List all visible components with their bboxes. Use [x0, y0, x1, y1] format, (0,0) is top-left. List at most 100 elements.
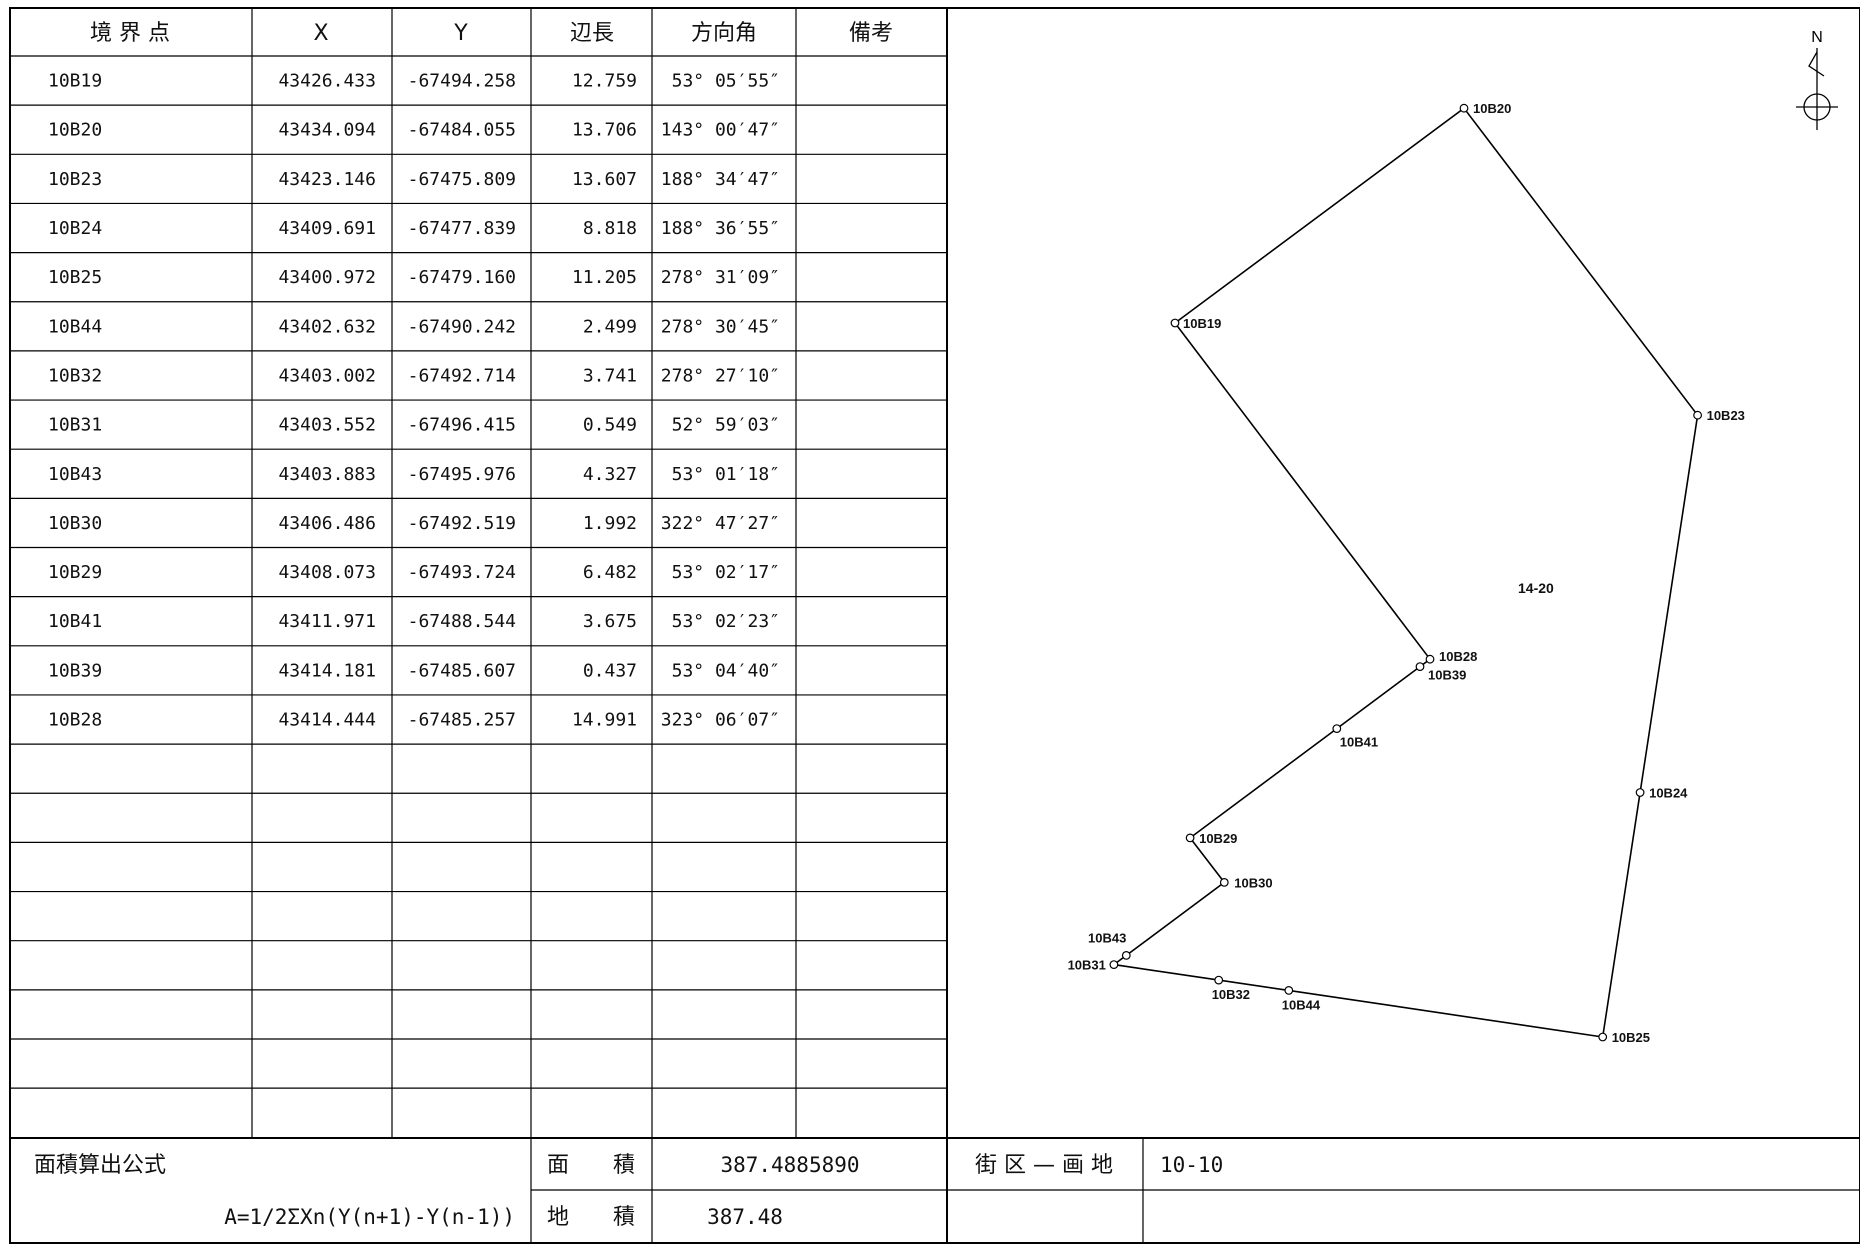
cell-point: 10B20 [48, 120, 102, 141]
land-area-value: 387.48 [707, 1205, 783, 1229]
cell-bearing: 143° 00′47″ [661, 120, 780, 141]
cell-length: 0.549 [583, 415, 637, 436]
table-row: 10B28 43414.444 -67485.257 14.991 323° 06′07… [48, 710, 780, 731]
cell-y: -67477.839 [408, 218, 516, 239]
cell-y: -67492.714 [408, 365, 516, 386]
survey-point-marker [1121, 951, 1131, 960]
cell-bearing: 53° 02′17″ [672, 562, 780, 583]
survey-point: 10B41 [1332, 724, 1378, 750]
parcel-label: 14-20 [1518, 580, 1554, 596]
cell-bearing: 53° 04′40″ [672, 660, 780, 681]
survey-point-marker [1332, 724, 1342, 733]
cell-point: 10B41 [48, 611, 102, 632]
survey-point-label: 10B24 [1649, 786, 1688, 801]
cell-length: 4.327 [583, 464, 637, 485]
cell-length: 3.675 [583, 611, 637, 632]
cell-length: 8.818 [583, 218, 637, 239]
cell-point: 10B25 [48, 267, 102, 288]
survey-point-label: 10B30 [1234, 875, 1272, 890]
cell-x: 43402.632 [278, 316, 376, 337]
header-point: 境 界 点 [90, 21, 170, 46]
cell-y: -67479.160 [408, 267, 516, 288]
footer-block: 面積算出公式 A=1/2ΣXn(Y(n+1)-Y(n-1)) 面 積 387.4… [34, 1153, 1223, 1230]
header-x: X [313, 21, 328, 46]
cell-point: 10B29 [48, 562, 102, 583]
cell-x: 43414.444 [278, 710, 376, 731]
cell-point: 10B30 [48, 513, 102, 534]
survey-point-label: 10B29 [1199, 831, 1237, 846]
survey-point-label: 10B32 [1212, 987, 1250, 1002]
survey-point: 10B31 [1068, 958, 1119, 973]
block-value: 10-10 [1160, 1153, 1223, 1177]
survey-point-label: 10B20 [1473, 101, 1511, 116]
cell-y: -67492.519 [408, 513, 516, 534]
cell-x: 43411.971 [278, 611, 376, 632]
survey-point-marker [1170, 318, 1180, 328]
cell-point: 10B28 [48, 710, 102, 731]
table-row: 10B30 43406.486 -67492.519 1.992 322° 47′27″ [48, 513, 780, 534]
survey-point-marker [1635, 788, 1645, 797]
survey-point: 10B20 [1459, 101, 1511, 116]
survey-point: 10B24 [1635, 786, 1688, 801]
survey-point-marker [1459, 103, 1469, 113]
table-row: 10B25 43400.972 -67479.160 11.205 278° 31′09… [48, 267, 780, 288]
cell-y: -67484.055 [408, 120, 516, 141]
cell-x: 43408.073 [278, 562, 376, 583]
survey-point-marker [1109, 960, 1119, 969]
north-label: N [1811, 29, 1823, 46]
block-label: 街 区 — 画 地 [975, 1153, 1113, 1178]
area-label: 面 積 [547, 1153, 635, 1178]
cell-y: -67488.544 [408, 611, 516, 632]
cell-point: 10B31 [48, 415, 102, 436]
sheet-frame [9, 7, 1860, 1244]
table-row: 10B43 43403.883 -67495.976 4.327 53° 01′18″ [48, 464, 780, 485]
cell-y: -67493.724 [408, 562, 516, 583]
table-row: 10B39 43414.181 -67485.607 0.437 53° 04′40″ [48, 660, 780, 681]
survey-point: 10B39 [1415, 662, 1466, 683]
survey-point-label: 10B44 [1282, 997, 1321, 1012]
cell-point: 10B39 [48, 660, 102, 681]
survey-point-label: 10B43 [1088, 930, 1126, 945]
survey-point-label: 10B28 [1439, 649, 1477, 664]
cell-y: -67495.976 [408, 464, 516, 485]
cell-length: 12.759 [572, 71, 637, 92]
header-remarks: 備考 [849, 21, 893, 46]
survey-point: 10B19 [1170, 316, 1221, 331]
cell-bearing: 53° 01′18″ [672, 464, 780, 485]
cell-x: 43423.146 [278, 169, 376, 190]
cell-bearing: 322° 47′27″ [661, 513, 780, 534]
coordinate-table: 境 界 点 X Y 辺長 方向角 備考 10B19 43426.433 -67494… [48, 21, 893, 731]
header-y: Y [453, 21, 468, 46]
cell-x: 43403.552 [278, 415, 376, 436]
cell-bearing: 278° 31′09″ [661, 267, 780, 288]
survey-point-label: 10B41 [1340, 735, 1378, 750]
cell-point: 10B44 [48, 316, 102, 337]
survey-point-label: 10B19 [1183, 316, 1221, 331]
cell-bearing: 53° 05′55″ [672, 71, 780, 92]
cell-length: 13.706 [572, 120, 637, 141]
table-row: 10B20 43434.094 -67484.055 13.706 143° 00′47… [48, 120, 780, 141]
cell-x: 43406.486 [278, 513, 376, 534]
cell-point: 10B24 [48, 218, 102, 239]
cell-bearing: 278° 27′10″ [661, 365, 780, 386]
cell-x: 43414.181 [278, 660, 376, 681]
table-row: 10B44 43402.632 -67490.242 2.499 278° 30′45″ [48, 316, 780, 337]
cell-length: 3.741 [583, 365, 637, 386]
cell-bearing: 323° 06′07″ [661, 710, 780, 731]
cell-point: 10B32 [48, 365, 102, 386]
header-bearing: 方向角 [691, 21, 757, 46]
survey-point: 10B44 [1282, 986, 1321, 1012]
table-row: 10B23 43423.146 -67475.809 13.607 188° 34′47… [48, 169, 780, 190]
cell-point: 10B19 [48, 71, 102, 92]
cell-length: 2.499 [583, 316, 637, 337]
cell-y: -67494.258 [408, 71, 516, 92]
table-row: 10B19 43426.433 -67494.258 12.759 53° 05′55″ [48, 71, 780, 92]
cell-x: 43409.691 [278, 218, 376, 239]
area-value: 387.4885890 [720, 1153, 859, 1177]
survey-point: 10B32 [1212, 975, 1250, 1002]
table-row: 10B24 43409.691 -67477.839 8.818 188° 36′55″ [48, 218, 780, 239]
survey-point: 10B30 [1219, 875, 1273, 890]
survey-point-marker [1693, 410, 1702, 420]
cell-bearing: 52° 59′03″ [672, 415, 780, 436]
table-row: 10B31 43403.552 -67496.415 0.549 52° 59′03″ [48, 415, 780, 436]
